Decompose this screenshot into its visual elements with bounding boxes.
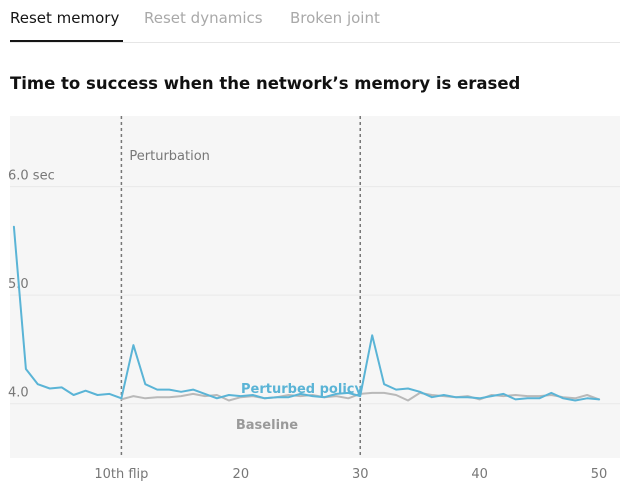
x-tick-label-0: 10th flip — [94, 467, 148, 482]
perturbed-policy-line — [12, 225, 601, 402]
plot-area — [10, 116, 620, 458]
x-tick-label-1: 20 — [233, 467, 250, 482]
x-tick-label-2: 30 — [352, 467, 369, 482]
tab-bar: Reset memory Reset dynamics Broken joint — [10, 0, 620, 43]
tab-reset-dynamics[interactable]: Reset dynamics — [144, 9, 263, 27]
chart-title: Time to success when the network’s memor… — [10, 74, 521, 93]
perturbation-label: Perturbation — [129, 149, 210, 164]
y-tick-label-2: 4.0 — [8, 386, 29, 401]
y-tick-label-0: 6.0 sec — [8, 169, 55, 184]
x-tick-label-3: 40 — [471, 467, 488, 482]
active-tab-indicator — [10, 40, 123, 42]
perturbed-policy-label: Perturbed policy — [241, 382, 363, 397]
x-tick-label-4: 50 — [591, 467, 608, 482]
tab-reset-memory[interactable]: Reset memory — [10, 9, 120, 27]
baseline-label: Baseline — [236, 418, 298, 433]
tab-broken-joint[interactable]: Broken joint — [290, 9, 380, 27]
